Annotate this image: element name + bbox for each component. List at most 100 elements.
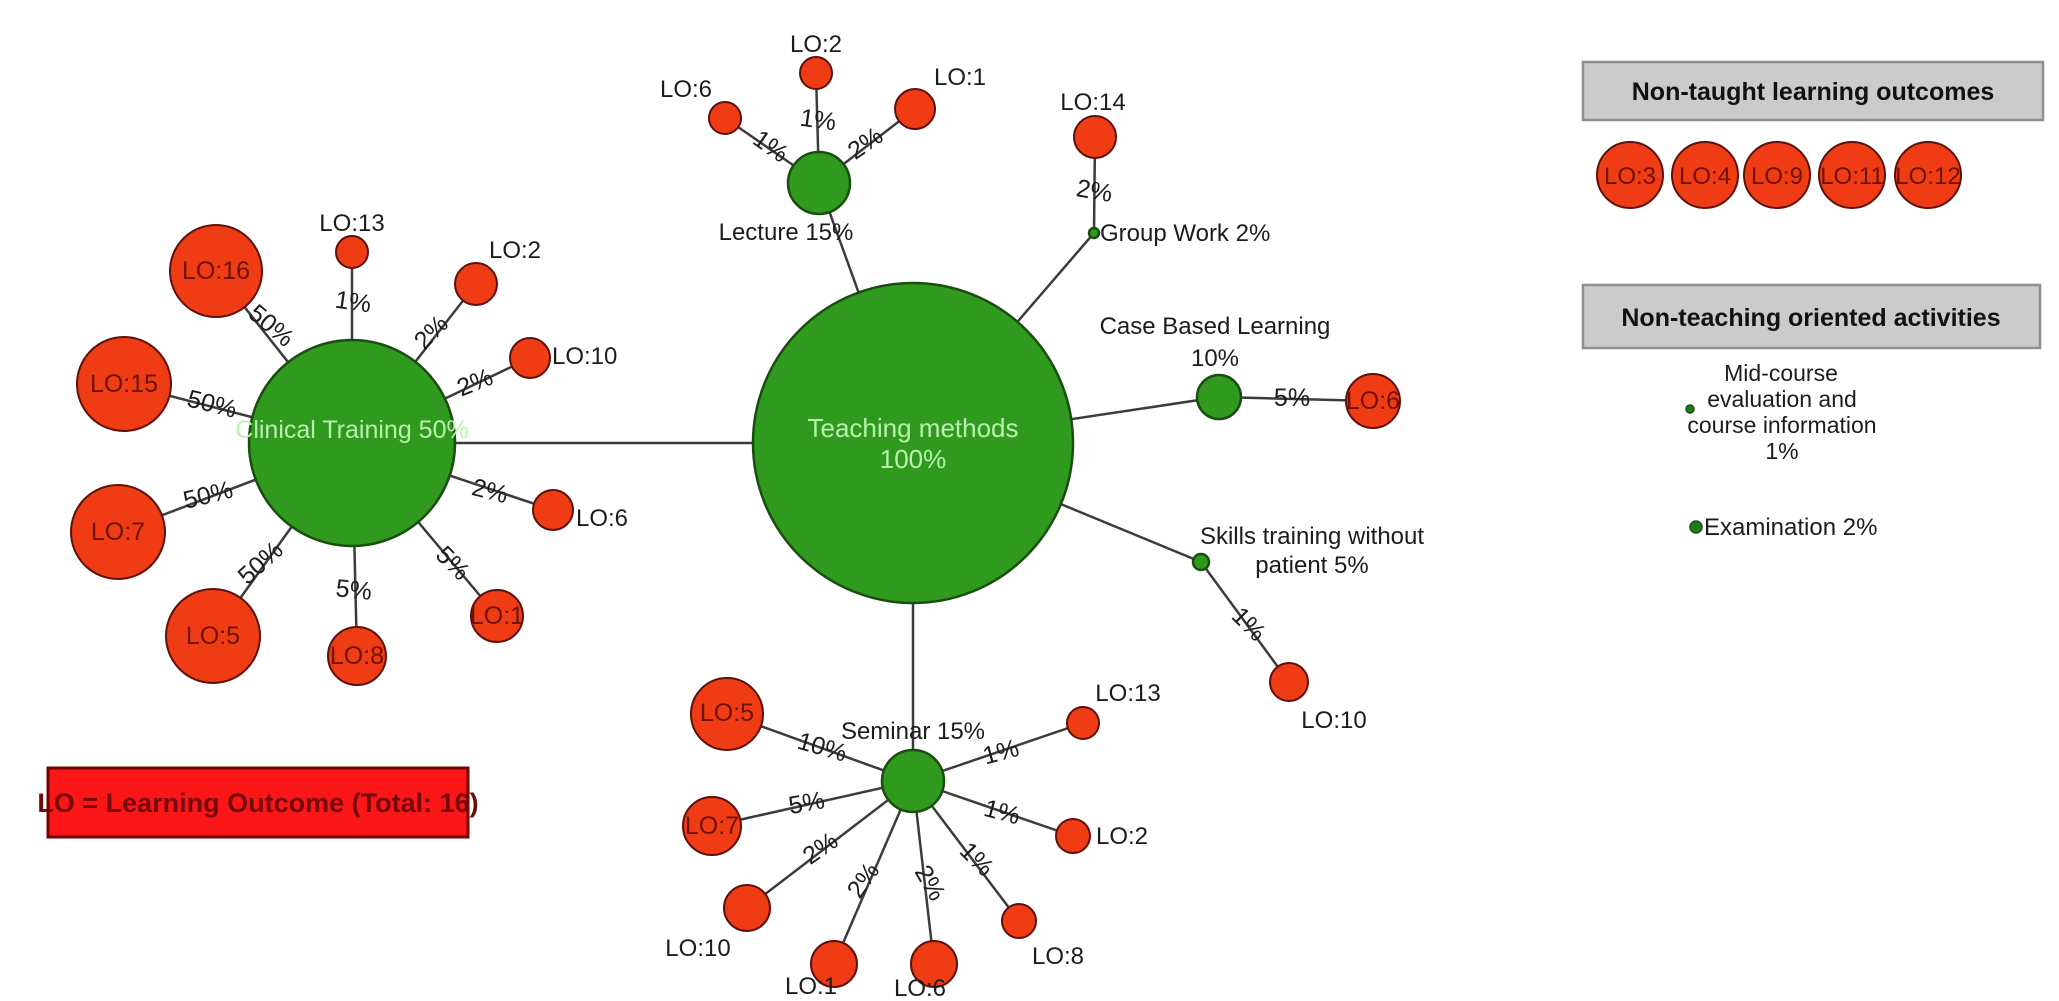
clinical-sat-lo10-label: LO:10 [552, 343, 617, 370]
group-work-label: Group Work 2% [1100, 220, 1270, 247]
clinical-training-node [247, 338, 457, 548]
seminar-sat-lo1-pct: 2% [842, 858, 886, 904]
group-work-node [1087, 226, 1101, 240]
clinical-sat-lo15-pct: 50% [184, 385, 239, 424]
seminar-sat-lo10-node [723, 884, 771, 932]
lecture-sat-lo6-node [708, 101, 742, 135]
seminar-sat-lo7-label: LO:7 [685, 812, 739, 840]
seminar-sat-lo8-node [1001, 903, 1037, 939]
clinical-sat-lo5-label: LO:5 [186, 622, 240, 650]
seminar-sat-lo10-label: LO:10 [665, 935, 730, 962]
seminar-sat-lo1-node [810, 940, 858, 988]
clinical-sat-lo16-label: LO:16 [182, 257, 250, 285]
seminar-sat-lo13-pct: 1% [980, 734, 1022, 770]
clinical-sat-lo7-node [70, 484, 166, 580]
non-teaching-legend-title: Non-teaching oriented activities [1621, 304, 2000, 332]
clinical-sat-lo16-node [169, 224, 263, 318]
skills-sat-lo10-label: LO:10 [1301, 707, 1366, 734]
footnote-box [46, 766, 470, 839]
legend-lo11-label: LO:11 [1820, 163, 1884, 190]
legend-lo9-label: LO:9 [1751, 163, 1803, 190]
seminar-sat-lo2-pct: 1% [981, 794, 1023, 830]
teaching-methods-node [751, 281, 1075, 605]
clinical-sat-lo16-pct: 50% [243, 299, 299, 353]
clinical-sat-lo13-pct: 1% [333, 286, 373, 319]
clinical-sat-lo1-node [470, 589, 524, 643]
legend-lo4-label: LO:4 [1679, 163, 1731, 190]
lecture-node [786, 150, 852, 216]
skills-label-line1: Skills training without [1200, 523, 1424, 550]
legend-lo3-label: LO:3 [1604, 163, 1656, 190]
seminar-sat-lo6-label: LO:6 [894, 975, 946, 1001]
seminar-sat-lo5-label: LO:5 [700, 699, 754, 727]
clinical-sat-lo8-label: LO:8 [330, 642, 384, 670]
examination-dot [1689, 520, 1703, 534]
clinical-sat-lo1-pct: 5% [430, 541, 475, 586]
clinical-sat-lo7-label: LO:7 [91, 518, 145, 546]
lecture-sat-lo6-label: LO:6 [660, 76, 712, 103]
legend-lo9-node [1743, 141, 1811, 209]
mid-course-line2: evaluation and [1707, 386, 1857, 412]
non-taught-legend-title: Non-taught learning outcomes [1632, 78, 1995, 106]
lecture-label: Lecture 15% [719, 219, 854, 246]
seminar-sat-lo1-label: LO:1 [785, 973, 837, 1000]
case-sat-lo6-pct: 5% [1274, 384, 1310, 412]
skills-label-line2: patient 5% [1255, 552, 1368, 579]
case-sat-lo6-label: LO:6 [1346, 387, 1400, 415]
lecture-sat-lo2-node [799, 56, 833, 90]
mid-course-line4: 1% [1765, 438, 1798, 464]
skills-training-node [1191, 552, 1211, 572]
case-based-label-line2: 10% [1191, 345, 1239, 372]
seminar-sat-lo7-node [682, 796, 742, 856]
case-based-learning-node [1195, 373, 1243, 421]
case-sat-lo6-node [1345, 373, 1401, 429]
clinical-sat-lo8-pct: 5% [334, 574, 373, 606]
lecture-sat-lo1-label: LO:1 [934, 64, 986, 91]
seminar-node [880, 748, 946, 814]
clinical-sat-lo2-label: LO:2 [489, 237, 541, 264]
mid-course-dot [1685, 404, 1695, 414]
seminar-sat-lo5-node [690, 677, 764, 751]
clinical-sat-lo7-pct: 50% [180, 476, 235, 515]
clinical-sat-lo8-node [327, 626, 387, 686]
legend-lo3-node [1596, 141, 1664, 209]
seminar-sat-lo2-node [1055, 818, 1091, 854]
lecture-sat-lo1-node [894, 88, 936, 130]
legend-lo4-node [1671, 141, 1739, 209]
teaching-methods-label-line2: 100% [880, 444, 947, 474]
legend-lo12-node [1894, 141, 1962, 209]
skills-sat-lo10-node [1269, 662, 1309, 702]
examination-label: Examination 2% [1704, 514, 1877, 541]
clinical-sat-lo15-node [76, 336, 172, 432]
clinical-sat-lo6-node [532, 489, 574, 531]
non-taught-legend-box [1581, 60, 2045, 122]
legend-lo11-node [1818, 141, 1886, 209]
seminar-sat-lo6-pct: 2% [909, 860, 951, 905]
seminar-sat-lo13-node [1066, 706, 1100, 740]
mid-course-line3: course information [1687, 412, 1876, 438]
group-work-sat-lo14-node [1073, 115, 1117, 159]
seminar-sat-lo7-pct: 5% [786, 786, 826, 820]
seminar-sat-lo8-label: LO:8 [1032, 943, 1084, 970]
clinical-sat-lo10-node [509, 337, 551, 379]
clinical-training-label: Clinical Training 50% [235, 416, 468, 444]
clinical-sat-lo13-label: LO:13 [319, 210, 384, 237]
group-work-sat-lo14-pct: 2% [1074, 174, 1114, 208]
lecture-sat-lo2-label: LO:2 [790, 31, 842, 58]
seminar-label: Seminar 15% [841, 718, 985, 745]
clinical-sat-lo5-node [165, 588, 261, 684]
clinical-sat-lo15-label: LO:15 [90, 370, 158, 398]
clinical-sat-lo6-pct: 2% [469, 473, 511, 509]
seminar-sat-lo13-label: LO:13 [1095, 680, 1160, 707]
mid-course-line1: Mid-course [1724, 360, 1838, 386]
non-teaching-legend-box [1581, 283, 2042, 350]
clinical-sat-lo6-label: LO:6 [576, 505, 628, 532]
group-work-sat-lo14-label: LO:14 [1060, 89, 1125, 116]
legend-lo12-label: LO:12 [1895, 163, 1960, 190]
clinical-sat-lo10-pct: 2% [453, 363, 497, 402]
clinical-sat-lo2-node [454, 262, 498, 306]
seminar-sat-lo2-label: LO:2 [1096, 823, 1148, 850]
skills-sat-lo10-pct: 1% [1226, 602, 1271, 647]
